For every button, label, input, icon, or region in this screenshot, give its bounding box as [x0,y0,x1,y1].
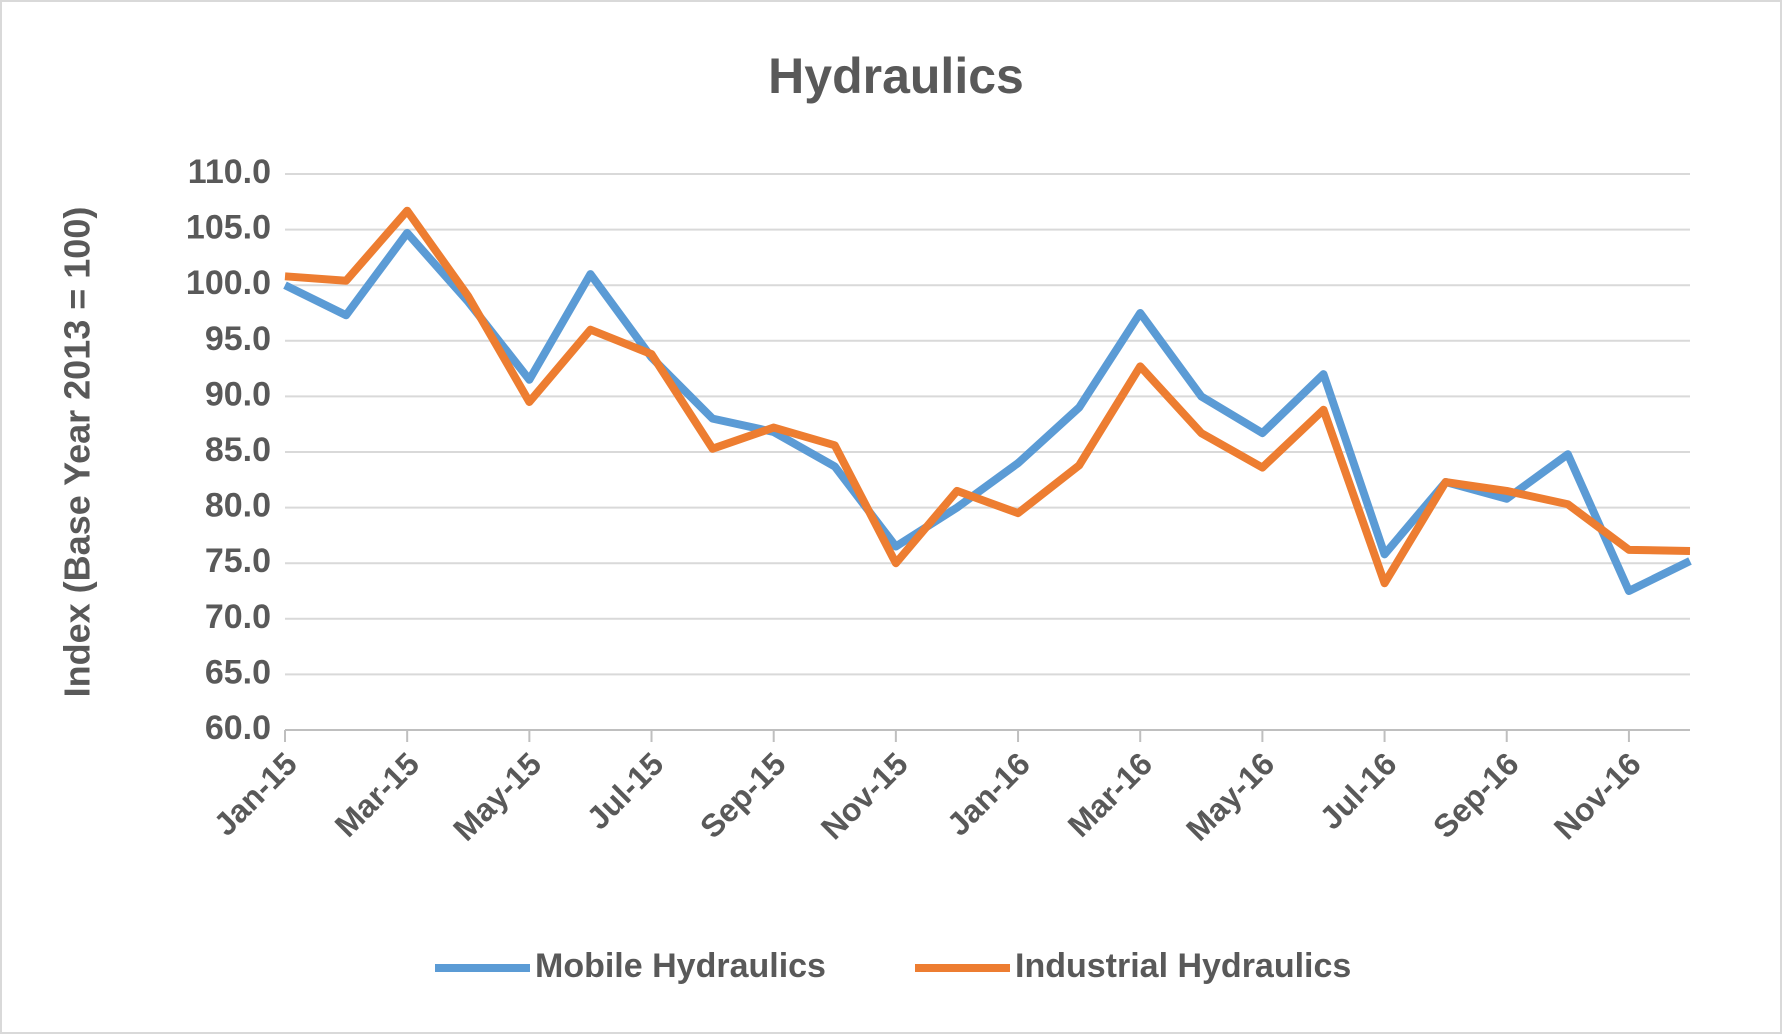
y-tick-label: 110.0 [188,153,271,191]
legend-label: Industrial Hydraulics [1015,947,1351,985]
y-tick-label: 75.0 [205,542,271,580]
y-tick-label: 70.0 [205,598,271,636]
line-series [284,206,1691,588]
y-tick-label: 65.0 [205,653,271,691]
y-axis-label: Index (Base Year 2013 = 100) [57,207,98,698]
y-tick-label: 90.0 [205,375,271,413]
y-tick-label: 105.0 [186,209,271,247]
y-tick-label: 80.0 [205,487,271,525]
legend-label: Mobile Hydraulics [535,947,826,985]
chart-title: Hydraulics [768,48,1024,104]
y-tick-label: 95.0 [205,320,271,358]
y-tick-label: 100.0 [186,264,271,302]
y-tick-label: 60.0 [205,709,271,747]
y-tick-label: 85.0 [205,431,271,469]
